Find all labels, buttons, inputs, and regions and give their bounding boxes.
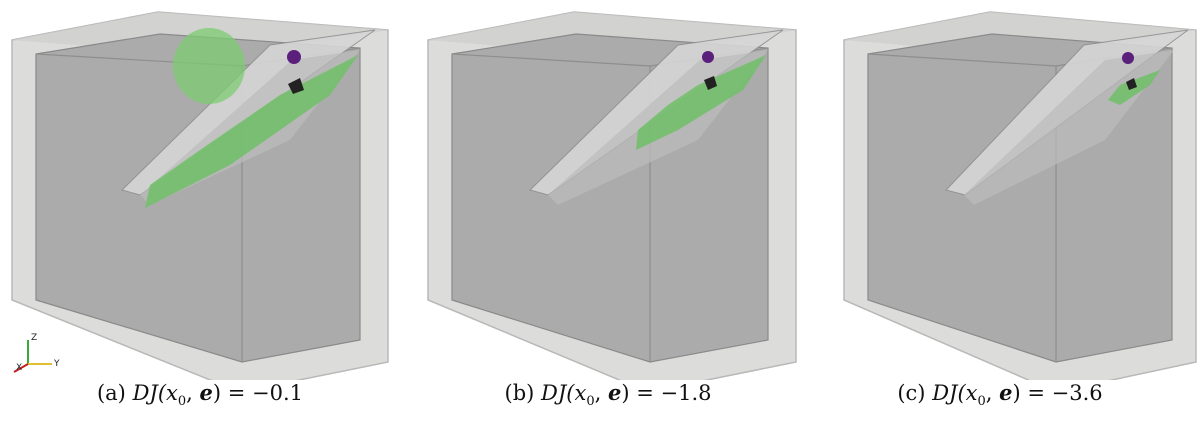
scene-3d-render bbox=[11, 11, 389, 380]
green-shell bbox=[145, 28, 358, 208]
x-axis-line bbox=[13, 363, 29, 373]
caption-subscript: 0 bbox=[977, 394, 986, 410]
scene-3d-render bbox=[843, 11, 1197, 380]
caption-subscript: 0 bbox=[586, 394, 595, 410]
purple-marker bbox=[702, 51, 714, 63]
caption-value: ) = −1.8 bbox=[621, 381, 712, 405]
caption-comma: , bbox=[594, 381, 608, 405]
purple-marker bbox=[1122, 52, 1134, 64]
caption-math-lhs: DJ(x bbox=[932, 381, 978, 405]
green-blob bbox=[173, 28, 245, 104]
inner-box-edge bbox=[867, 53, 1057, 362]
caption-c: (c) DJ(x0, e) = −3.6 bbox=[800, 380, 1200, 409]
caption-math-lhs: DJ(x bbox=[132, 381, 178, 405]
panel-a: Z Y X (a) DJ(x0, e) = −0.1 bbox=[0, 0, 400, 421]
caption-vector: e bbox=[999, 380, 1013, 405]
caption-tag: (c) bbox=[897, 381, 926, 405]
dark-marker bbox=[288, 78, 304, 94]
caption-subscript: 0 bbox=[177, 394, 187, 410]
axis-triad: Z Y X bbox=[13, 333, 60, 373]
caption-vector: e bbox=[199, 380, 213, 405]
caption-b: (b) DJ(x0, e) = −1.8 bbox=[408, 380, 808, 409]
purple-marker bbox=[287, 50, 301, 64]
caption-tag: (b) bbox=[504, 381, 535, 405]
dark-marker bbox=[1126, 78, 1137, 90]
caption-comma: , bbox=[985, 381, 1000, 405]
caption-a: (a) DJ(x0, e) = −0.1 bbox=[0, 380, 400, 409]
caption-value: ) = −0.1 bbox=[212, 381, 304, 405]
dark-marker bbox=[704, 76, 717, 90]
caption-comma: , bbox=[186, 381, 200, 405]
z-axis-label: Z bbox=[31, 333, 37, 343]
green-shell bbox=[636, 55, 766, 150]
panel-b: (b) DJ(x0, e) = −1.8 bbox=[408, 0, 808, 421]
scene-3d-render bbox=[427, 11, 797, 380]
caption-value: ) = −3.6 bbox=[1012, 381, 1103, 405]
y-axis-label: Y bbox=[53, 359, 60, 369]
x-axis-label: X bbox=[16, 363, 22, 373]
panel-c: (c) DJ(x0, e) = −3.6 bbox=[800, 0, 1200, 421]
caption-tag: (a) bbox=[96, 381, 126, 405]
caption-vector: e bbox=[607, 380, 622, 405]
caption-math-lhs: DJ(x bbox=[541, 381, 587, 405]
